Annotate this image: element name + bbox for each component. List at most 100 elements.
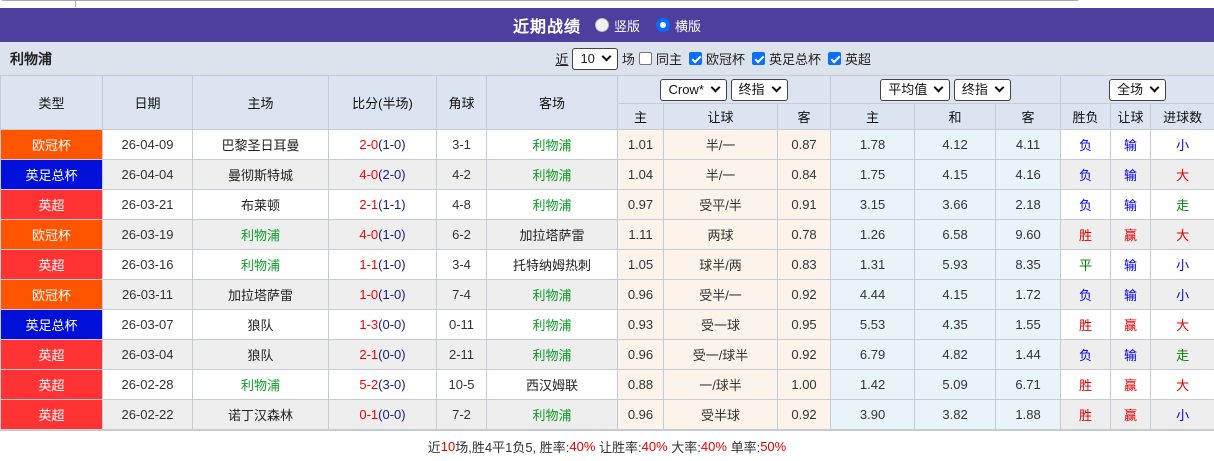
halftime-score: (1-0) [378, 257, 405, 272]
team-name: 利物浦 [10, 49, 52, 69]
summary-segment: 近 [428, 437, 441, 456]
home-team: 利物浦 [193, 370, 329, 400]
home-team: 曼彻斯特城 [193, 160, 329, 190]
fulltime-score: 1-0 [359, 287, 378, 302]
checkbox-fa-cup[interactable] [752, 52, 765, 65]
avg-odds-draw: 6.58 [915, 220, 996, 250]
summary-segment: 40% [569, 439, 595, 454]
chevron-down-icon [1150, 82, 1160, 92]
result-goals: 小 [1151, 280, 1214, 310]
result-winlose: 胜 [1061, 310, 1111, 340]
match-count-select[interactable]: 10 [572, 48, 617, 70]
summary-segment: 单率: [727, 437, 760, 456]
halftime-score: (0-0) [378, 407, 405, 422]
chevron-down-icon [771, 82, 781, 92]
subcol-avg-away: 客 [996, 104, 1061, 130]
company-odds-away: 0.92 [778, 400, 831, 430]
company-odds-away: 0.87 [778, 130, 831, 160]
match-row: 英足总杯 26-04-04 曼彻斯特城 4-0(2-0) 4-2 利物浦 1.0… [1, 160, 1214, 190]
halftime-score: (1-0) [378, 227, 405, 242]
score-cell: 0-1(0-0) [329, 400, 437, 430]
home-team: 诺丁汉森林 [193, 400, 329, 430]
odds-source-select[interactable]: Crow* [660, 79, 726, 101]
avg-odds-home: 3.90 [831, 400, 915, 430]
fulltime-score: 5-2 [359, 377, 378, 392]
league-badge: 欧冠杯 [1, 130, 103, 160]
company-odds-handicap: 一/球半 [664, 370, 778, 400]
radio-horizontal-view[interactable]: 横版 [656, 16, 701, 35]
match-date: 26-03-19 [103, 220, 193, 250]
average-odds-time-select[interactable]: 终指 [954, 79, 1011, 101]
away-team: 利物浦 [487, 400, 618, 430]
checkbox-premier-league-label[interactable]: 英超 [845, 49, 871, 68]
league-badge: 英超 [1, 400, 103, 430]
artifact-vertical-line [75, 0, 76, 7]
company-odds-handicap: 受一/球半 [664, 340, 778, 370]
company-odds-handicap: 半/一 [664, 160, 778, 190]
corner-score: 3-1 [437, 130, 487, 160]
radio-vertical-view[interactable]: 竖版 [595, 16, 640, 35]
match-row: 英超 26-03-16 利物浦 1-1(1-0) 3-4 托特纳姆热刺 1.05… [1, 250, 1214, 280]
avg-odds-away: 6.71 [996, 370, 1061, 400]
subcol-odds-handicap: 让球 [664, 104, 778, 130]
result-handicap: 赢 [1111, 310, 1151, 340]
away-team: 利物浦 [487, 280, 618, 310]
avg-odds-home: 4.44 [831, 280, 915, 310]
odds-source-value: Crow* [668, 81, 703, 98]
checkbox-premier-league[interactable] [828, 52, 841, 65]
avg-odds-home: 1.31 [831, 250, 915, 280]
fulltime-score: 4-0 [359, 227, 378, 242]
home-team: 加拉塔萨雷 [193, 280, 329, 310]
radio-unchecked-icon[interactable] [595, 18, 609, 32]
score-cell: 5-2(3-0) [329, 370, 437, 400]
away-team: 利物浦 [487, 310, 618, 340]
fulltime-score: 2-1 [359, 197, 378, 212]
match-row: 英足总杯 26-03-07 狼队 1-3(0-0) 0-11 利物浦 0.93 … [1, 310, 1214, 340]
halftime-score: (3-0) [378, 377, 405, 392]
result-handicap: 输 [1111, 250, 1151, 280]
checkbox-champions-league[interactable] [689, 52, 702, 65]
avg-odds-away: 8.35 [996, 250, 1061, 280]
summary-segment: 40% [642, 439, 668, 454]
result-goals: 走 [1151, 340, 1214, 370]
halftime-score: (0-0) [378, 317, 405, 332]
match-date: 26-04-04 [103, 160, 193, 190]
score-cell: 2-1(1-1) [329, 190, 437, 220]
odds-source-time-select[interactable]: 终指 [731, 79, 788, 101]
checkbox-same-home-label[interactable]: 同主 [656, 49, 682, 68]
average-odds-select[interactable]: 平均值 [880, 79, 950, 101]
avg-odds-draw: 3.82 [915, 400, 996, 430]
near-link[interactable]: 近 [555, 49, 568, 68]
match-row: 欧冠杯 26-03-19 利物浦 4-0(1-0) 6-2 加拉塔萨雷 1.11… [1, 220, 1214, 250]
halftime-score: (0-0) [378, 347, 405, 362]
col-header-type: 类型 [1, 76, 103, 130]
checkbox-fa-cup-label[interactable]: 英足总杯 [769, 49, 821, 68]
company-odds-home: 0.96 [618, 400, 664, 430]
home-team: 利物浦 [193, 220, 329, 250]
result-winlose: 负 [1061, 280, 1111, 310]
result-goals: 大 [1151, 160, 1214, 190]
radio-checked-icon[interactable] [656, 18, 670, 32]
match-date: 26-03-21 [103, 190, 193, 220]
league-badge: 英足总杯 [1, 310, 103, 340]
company-odds-away: 0.95 [778, 310, 831, 340]
result-winlose: 负 [1061, 160, 1111, 190]
match-row: 欧冠杯 26-03-11 加拉塔萨雷 1-0(1-0) 7-4 利物浦 0.96… [1, 280, 1214, 310]
title-bar: 近期战绩 竖版 横版 [0, 8, 1214, 42]
result-handicap: 输 [1111, 130, 1151, 160]
result-winlose: 负 [1061, 190, 1111, 220]
company-odds-handicap: 受半球 [664, 400, 778, 430]
halftime-score: (2-0) [378, 167, 405, 182]
subcol-winlose: 胜负 [1061, 104, 1111, 130]
result-handicap: 输 [1111, 190, 1151, 220]
col-header-home: 主场 [193, 76, 329, 130]
checkbox-same-home[interactable] [639, 52, 652, 65]
chevron-down-icon [994, 82, 1004, 92]
checkbox-champions-league-label[interactable]: 欧冠杯 [706, 49, 745, 68]
result-handicap: 赢 [1111, 220, 1151, 250]
result-scope-select[interactable]: 全场 [1109, 79, 1166, 101]
col-header-corner: 角球 [437, 76, 487, 130]
avg-odds-draw: 4.35 [915, 310, 996, 340]
result-handicap: 输 [1111, 280, 1151, 310]
company-odds-away: 0.92 [778, 280, 831, 310]
